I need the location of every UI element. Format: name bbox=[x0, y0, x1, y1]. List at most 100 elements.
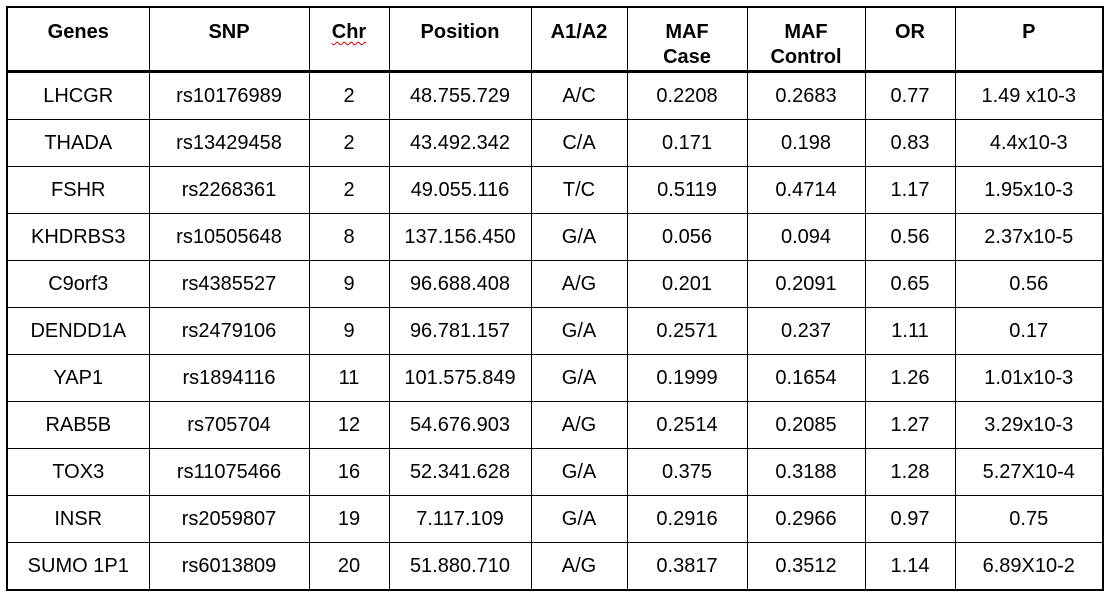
cell-alleles: G/A bbox=[530, 307, 628, 355]
table-row: INSR rs2059807 19 7.117.109 G/A 0.2916 0.2966 0… bbox=[6, 495, 1104, 543]
cell-gene: KHDRBS3 bbox=[6, 213, 150, 261]
cell-position: 49.055.116 bbox=[388, 166, 532, 214]
cell-chr: 12 bbox=[308, 401, 390, 449]
snp-association-table: Genes SNP Chr Position A1/A2 MAF Case MA… bbox=[6, 6, 1104, 591]
cell-maf-case: 0.2208 bbox=[626, 71, 748, 120]
cell-maf-control: 0.3512 bbox=[746, 542, 866, 591]
cell-gene: THADA bbox=[6, 119, 150, 167]
cell-maf-control: 0.1654 bbox=[746, 354, 866, 402]
table-row: THADA rs13429458 2 43.492.342 C/A 0.171 0.198 0… bbox=[6, 119, 1104, 167]
cell-or: 0.83 bbox=[864, 119, 956, 167]
table-row: LHCGR rs10176989 2 48.755.729 A/C 0.2208 0.268… bbox=[6, 71, 1104, 120]
cell-chr: 2 bbox=[308, 71, 390, 120]
cell-p-value: 4.4x10-3 bbox=[954, 119, 1104, 167]
cell-alleles: A/G bbox=[530, 401, 628, 449]
cell-position: 96.781.157 bbox=[388, 307, 532, 355]
header-p: P bbox=[954, 6, 1104, 73]
cell-snp: rs10176989 bbox=[148, 71, 310, 120]
header-chr: Chr bbox=[308, 6, 390, 73]
cell-or: 1.17 bbox=[864, 166, 956, 214]
cell-position: 101.575.849 bbox=[388, 354, 532, 402]
cell-or: 1.11 bbox=[864, 307, 956, 355]
cell-p-value: 1.95x10-3 bbox=[954, 166, 1104, 214]
table-row: YAP1 rs1894116 11 101.575.849 G/A 0.1999 0.165… bbox=[6, 354, 1104, 402]
cell-chr: 19 bbox=[308, 495, 390, 543]
cell-snp: rs4385527 bbox=[148, 260, 310, 308]
cell-gene: INSR bbox=[6, 495, 150, 543]
cell-alleles: A/G bbox=[530, 542, 628, 591]
cell-position: 137.156.450 bbox=[388, 213, 532, 261]
cell-or: 1.27 bbox=[864, 401, 956, 449]
cell-maf-control: 0.198 bbox=[746, 119, 866, 167]
cell-gene: RAB5B bbox=[6, 401, 150, 449]
cell-maf-case: 0.3817 bbox=[626, 542, 748, 591]
header-position: Position bbox=[388, 6, 532, 73]
cell-or: 0.77 bbox=[864, 71, 956, 120]
cell-position: 43.492.342 bbox=[388, 119, 532, 167]
cell-or: 0.65 bbox=[864, 260, 956, 308]
cell-or: 1.26 bbox=[864, 354, 956, 402]
cell-chr: 2 bbox=[308, 119, 390, 167]
cell-snp: rs2479106 bbox=[148, 307, 310, 355]
cell-p-value: 1.49 x10-3 bbox=[954, 71, 1104, 120]
cell-or: 0.97 bbox=[864, 495, 956, 543]
table-row: DENDD1A rs2479106 9 96.781.157 G/A 0.2571 0.23… bbox=[6, 307, 1104, 355]
cell-chr: 16 bbox=[308, 448, 390, 496]
header-maf-control: MAF Control bbox=[746, 6, 866, 73]
cell-position: 96.688.408 bbox=[388, 260, 532, 308]
table-row: C9orf3 rs4385527 9 96.688.408 A/G 0.201 0.2091… bbox=[6, 260, 1104, 308]
cell-maf-control: 0.3188 bbox=[746, 448, 866, 496]
cell-snp: rs10505648 bbox=[148, 213, 310, 261]
cell-maf-control: 0.2966 bbox=[746, 495, 866, 543]
cell-alleles: A/G bbox=[530, 260, 628, 308]
table-row: TOX3 rs11075466 16 52.341.628 G/A 0.375 0.3188… bbox=[6, 448, 1104, 496]
cell-maf-case: 0.171 bbox=[626, 119, 748, 167]
cell-alleles: T/C bbox=[530, 166, 628, 214]
cell-position: 52.341.628 bbox=[388, 448, 532, 496]
cell-gene: DENDD1A bbox=[6, 307, 150, 355]
cell-chr: 11 bbox=[308, 354, 390, 402]
cell-p-value: 3.29x10-3 bbox=[954, 401, 1104, 449]
cell-maf-case: 0.201 bbox=[626, 260, 748, 308]
table-container: Genes SNP Chr Position A1/A2 MAF Case MA… bbox=[6, 6, 1104, 591]
cell-p-value: 1.01x10-3 bbox=[954, 354, 1104, 402]
cell-gene: LHCGR bbox=[6, 71, 150, 120]
cell-or: 1.14 bbox=[864, 542, 956, 591]
cell-alleles: G/A bbox=[530, 213, 628, 261]
header-snp: SNP bbox=[148, 6, 310, 73]
cell-maf-case: 0.5119 bbox=[626, 166, 748, 214]
cell-gene: YAP1 bbox=[6, 354, 150, 402]
cell-alleles: G/A bbox=[530, 448, 628, 496]
cell-p-value: 0.75 bbox=[954, 495, 1104, 543]
cell-position: 48.755.729 bbox=[388, 71, 532, 120]
cell-maf-case: 0.2514 bbox=[626, 401, 748, 449]
cell-p-value: 6.89X10-2 bbox=[954, 542, 1104, 591]
cell-position: 51.880.710 bbox=[388, 542, 532, 591]
cell-gene: SUMO 1P1 bbox=[6, 542, 150, 591]
cell-maf-control: 0.2085 bbox=[746, 401, 866, 449]
cell-gene: FSHR bbox=[6, 166, 150, 214]
header-maf-case: MAF Case bbox=[626, 6, 748, 73]
cell-chr: 9 bbox=[308, 260, 390, 308]
table-row: FSHR rs2268361 2 49.055.116 T/C 0.5119 0.4714 1… bbox=[6, 166, 1104, 214]
table-row: KHDRBS3 rs10505648 8 137.156.450 G/A 0.056 0.0… bbox=[6, 213, 1104, 261]
cell-snp: rs11075466 bbox=[148, 448, 310, 496]
cell-chr: 8 bbox=[308, 213, 390, 261]
cell-maf-control: 0.2091 bbox=[746, 260, 866, 308]
cell-gene: C9orf3 bbox=[6, 260, 150, 308]
cell-maf-case: 0.2916 bbox=[626, 495, 748, 543]
cell-position: 7.117.109 bbox=[388, 495, 532, 543]
cell-position: 54.676.903 bbox=[388, 401, 532, 449]
cell-alleles: C/A bbox=[530, 119, 628, 167]
cell-maf-control: 0.237 bbox=[746, 307, 866, 355]
header-chr-label: Chr bbox=[331, 21, 367, 43]
header-row: Genes SNP Chr Position A1/A2 MAF Case MA… bbox=[6, 6, 1104, 73]
cell-chr: 2 bbox=[308, 166, 390, 214]
cell-snp: rs6013809 bbox=[148, 542, 310, 591]
cell-maf-control: 0.094 bbox=[746, 213, 866, 261]
cell-or: 1.28 bbox=[864, 448, 956, 496]
cell-p-value: 5.27X10-4 bbox=[954, 448, 1104, 496]
cell-snp: rs705704 bbox=[148, 401, 310, 449]
cell-maf-control: 0.2683 bbox=[746, 71, 866, 120]
cell-maf-case: 0.375 bbox=[626, 448, 748, 496]
